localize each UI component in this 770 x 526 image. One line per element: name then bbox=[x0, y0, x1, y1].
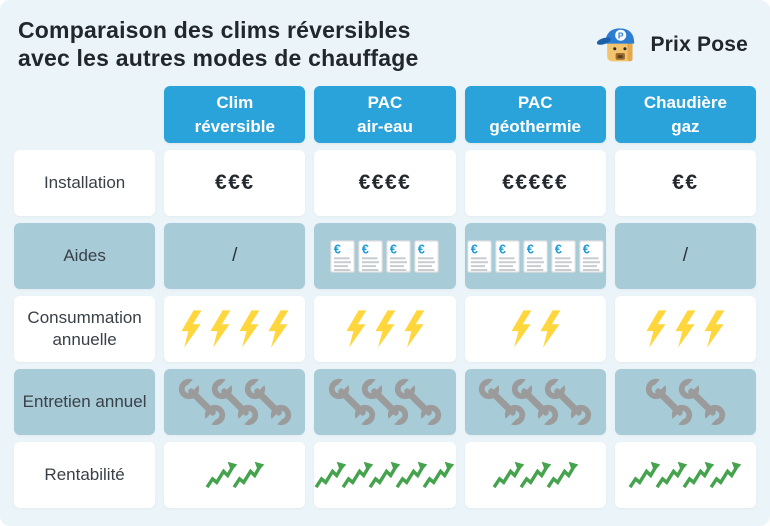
subsidy-doc-icon bbox=[523, 240, 548, 273]
lightning-icon bbox=[343, 307, 369, 351]
column-header-text: géothermie bbox=[489, 116, 582, 136]
column-header-text: Clim bbox=[216, 92, 254, 112]
prixpose-mascot-icon: P bbox=[597, 28, 635, 62]
page-title-line1: Comparaison des clims réversibles bbox=[18, 17, 411, 43]
row-label-rentabilite: Rentabilité bbox=[14, 442, 156, 508]
cell-entretien-pac-geothermie bbox=[464, 369, 606, 435]
column-header-pac-geothermie: PAC géothermie bbox=[464, 86, 606, 143]
lightning-icon bbox=[672, 307, 698, 351]
lightning-icon bbox=[372, 307, 398, 351]
column-header-clim-reversible: Clim réversible bbox=[164, 86, 306, 143]
subsidy-doc-icon bbox=[330, 240, 355, 273]
header-bar: Comparaison des clims réversibles avec l… bbox=[0, 0, 770, 72]
row-label-aides: Aides bbox=[14, 223, 156, 289]
growth-icon bbox=[709, 461, 742, 490]
cell-rentabilite-clim-reversible bbox=[164, 442, 306, 508]
cell-aides-clim-reversible: / bbox=[164, 223, 306, 289]
column-header-text: Chaudière bbox=[643, 92, 727, 112]
cell-rentabilite-pac-air-eau bbox=[314, 442, 456, 508]
cell-rentabilite-chaudiere-gaz bbox=[614, 442, 756, 508]
growth-icon bbox=[546, 461, 579, 490]
cost-rating: €€€€ bbox=[358, 171, 412, 194]
row-label-consommation: Consummation annuelle bbox=[14, 296, 156, 362]
cell-consommation-pac-geothermie bbox=[464, 296, 606, 362]
svg-text:P: P bbox=[618, 31, 624, 41]
subsidy-doc-icon bbox=[386, 240, 411, 273]
growth-icon bbox=[422, 461, 455, 490]
column-header-pac-air-eau: PAC air-eau bbox=[314, 86, 456, 143]
subsidy-doc-icon bbox=[414, 240, 439, 273]
subsidy-doc-icon bbox=[495, 240, 520, 273]
wrench-icon bbox=[676, 376, 728, 428]
cell-consommation-clim-reversible bbox=[164, 296, 306, 362]
brand-logo: P Prix Pose bbox=[597, 24, 748, 65]
row-label-installation: Installation bbox=[14, 150, 156, 216]
lightning-icon bbox=[178, 307, 204, 351]
lightning-icon bbox=[701, 307, 727, 351]
subsidy-doc-icon bbox=[579, 240, 604, 273]
cell-aides-pac-air-eau bbox=[314, 223, 456, 289]
cell-installation-pac-geothermie: €€€€€ bbox=[464, 150, 606, 216]
cell-entretien-chaudiere-gaz bbox=[614, 369, 756, 435]
table-corner-spacer bbox=[14, 86, 155, 143]
cell-consommation-chaudiere-gaz bbox=[614, 296, 756, 362]
cell-rentabilite-pac-geothermie bbox=[464, 442, 606, 508]
cell-entretien-pac-air-eau bbox=[314, 369, 456, 435]
cell-entretien-clim-reversible bbox=[164, 369, 306, 435]
brand-name: Prix Pose bbox=[650, 32, 748, 56]
wrench-icon bbox=[392, 376, 444, 428]
lightning-icon bbox=[207, 307, 233, 351]
page-title: Comparaison des clims réversibles avec l… bbox=[18, 16, 419, 72]
lightning-icon bbox=[537, 307, 563, 351]
column-header-text: air-eau bbox=[357, 116, 413, 136]
lightning-icon bbox=[401, 307, 427, 351]
cell-installation-pac-air-eau: €€€€ bbox=[314, 150, 456, 216]
cost-rating: €€€ bbox=[215, 171, 255, 194]
comparison-table: Clim réversible PAC air-eau PAC géothermie Cha… bbox=[14, 86, 756, 508]
lightning-icon bbox=[508, 307, 534, 351]
subsidy-doc-icon bbox=[467, 240, 492, 273]
lightning-icon bbox=[265, 307, 291, 351]
cost-rating: €€€€€ bbox=[502, 171, 569, 194]
wrench-icon bbox=[542, 376, 594, 428]
wrench-icon bbox=[242, 376, 294, 428]
not-applicable: / bbox=[232, 245, 238, 266]
cell-installation-chaudiere-gaz: €€ bbox=[614, 150, 756, 216]
lightning-icon bbox=[643, 307, 669, 351]
not-applicable: / bbox=[682, 245, 689, 266]
column-header-text: réversible bbox=[194, 116, 275, 136]
column-header-text: PAC bbox=[517, 92, 553, 112]
lightning-icon bbox=[236, 307, 262, 351]
column-header-text: gaz bbox=[671, 116, 700, 136]
cell-consommation-pac-air-eau bbox=[314, 296, 456, 362]
row-label-entretien: Entretien annuel bbox=[14, 369, 156, 435]
cost-rating: €€ bbox=[672, 171, 699, 194]
column-header-chaudiere-gaz: Chaudière gaz bbox=[614, 86, 756, 143]
page-title-line2: avec les autres modes de chauffage bbox=[18, 45, 419, 71]
subsidy-doc-icon bbox=[551, 240, 576, 273]
cell-aides-chaudiere-gaz: / bbox=[614, 223, 756, 289]
column-header-text: PAC bbox=[367, 92, 403, 112]
subsidy-doc-icon bbox=[358, 240, 383, 273]
growth-icon bbox=[232, 461, 265, 490]
cell-installation-clim-reversible: €€€ bbox=[164, 150, 306, 216]
cell-aides-pac-geothermie bbox=[464, 223, 606, 289]
